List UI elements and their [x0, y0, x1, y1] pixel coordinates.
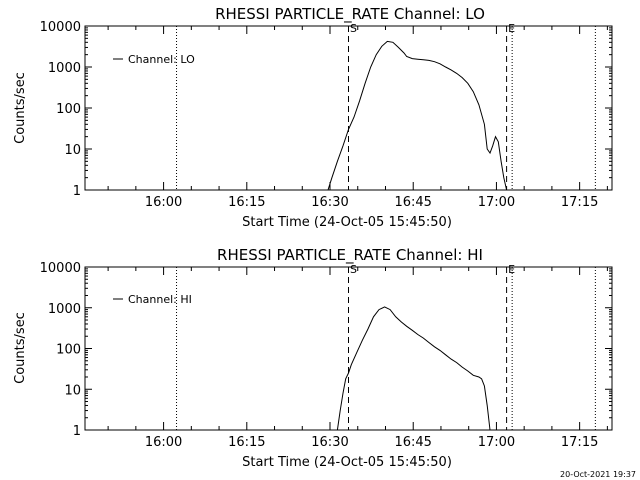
x-axis-label: Start Time (24-Oct-05 15:45:50) — [242, 215, 452, 230]
series-line — [336, 306, 491, 431]
panel-lo: RHESSI PARTICLE_RATE Channel: LO Counts/… — [13, 5, 613, 230]
y-tick-label: 10000 — [40, 20, 81, 35]
y-tick-label: 10 — [64, 143, 81, 158]
legend-label: Channel: LO — [128, 53, 195, 66]
x-tick-label: 17:00 — [478, 195, 515, 210]
y-axis-label: Counts/sec — [13, 72, 28, 144]
marker-label-s: S — [350, 22, 357, 35]
y-axis-label: Counts/sec — [13, 312, 28, 384]
x-tick-label: 16:00 — [145, 435, 182, 450]
y-tick-label: 1000 — [48, 302, 81, 317]
y-tick-label: 10 — [64, 383, 81, 398]
marker-label-e: E — [508, 263, 515, 276]
y-tick-label: 100 — [56, 343, 81, 358]
legend-label: Channel: HI — [128, 293, 192, 306]
y-tick-label: 1 — [73, 184, 81, 199]
timestamp: 20-Oct-2021 19:37 — [560, 470, 636, 479]
x-tick-label: 16:30 — [311, 435, 348, 450]
x-tick-label: 16:45 — [394, 195, 431, 210]
y-tick-label: 100 — [56, 102, 81, 117]
x-tick-label: 16:15 — [228, 195, 265, 210]
x-tick-label: 17:15 — [561, 195, 598, 210]
x-tick-label: 16:00 — [145, 195, 182, 210]
y-tick-label: 10000 — [40, 261, 81, 276]
series-line — [327, 40, 508, 191]
chart-title: RHESSI PARTICLE_RATE Channel: HI — [217, 246, 483, 265]
x-tick-label: 16:45 — [394, 435, 431, 450]
x-tick-label: 16:15 — [228, 435, 265, 450]
marker-label-s: S — [350, 263, 357, 276]
panel-hi: RHESSI PARTICLE_RATE Channel: HI Counts/… — [13, 246, 613, 470]
y-tick-label: 1000 — [48, 61, 81, 76]
x-tick-label: 17:15 — [561, 435, 598, 450]
x-tick-label: 17:00 — [478, 435, 515, 450]
x-tick-label: 16:30 — [311, 195, 348, 210]
y-tick-label: 1 — [73, 424, 81, 439]
x-axis-label: Start Time (24-Oct-05 15:45:50) — [242, 455, 452, 470]
chart-title: RHESSI PARTICLE_RATE Channel: LO — [215, 5, 485, 24]
marker-label-e: E — [508, 22, 515, 35]
